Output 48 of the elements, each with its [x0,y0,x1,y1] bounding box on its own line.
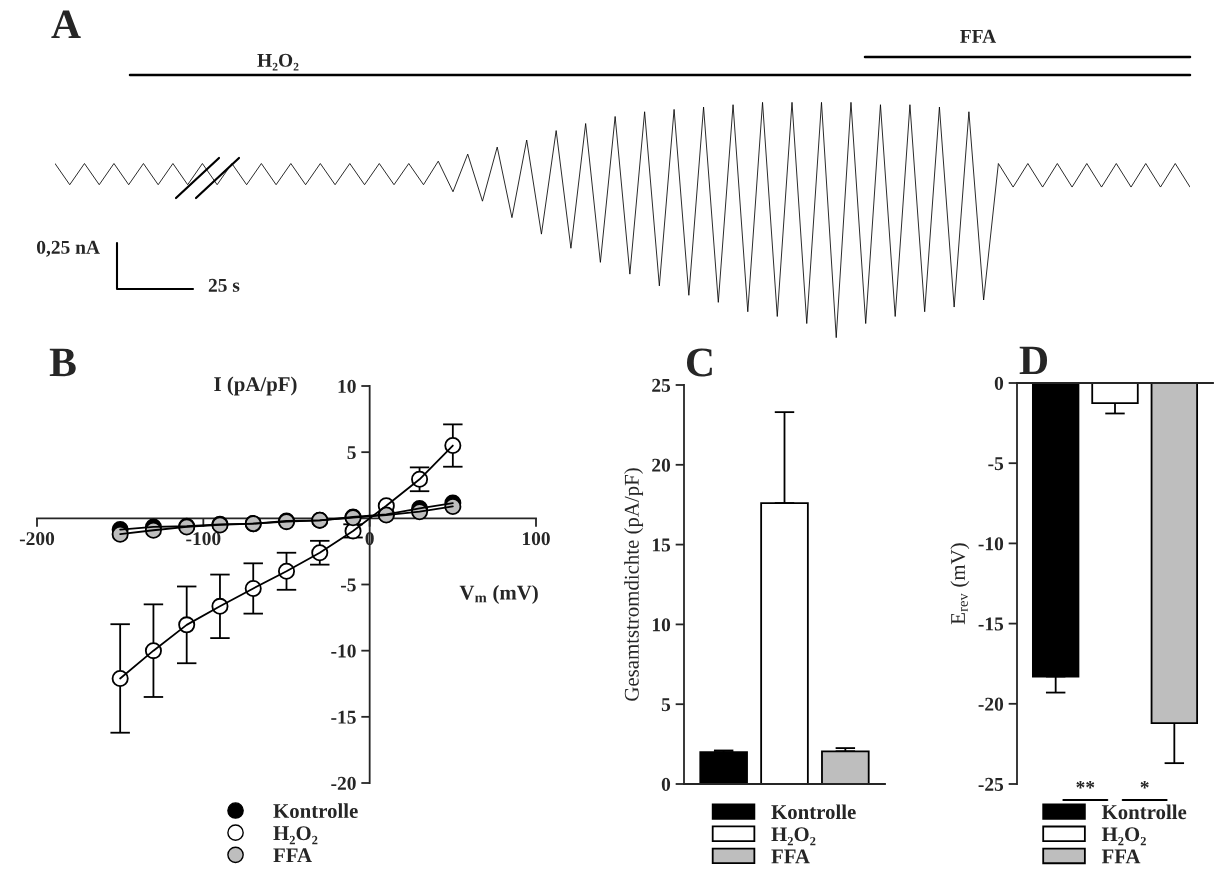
point [444,437,462,455]
chart-title: C [686,348,712,377]
annotation: ** [1076,781,1095,789]
y-tick-label: -10 [331,644,356,658]
chart-title: D [1019,346,1048,375]
legend-label: FFA [273,848,312,863]
y-tick-label: -10 [978,537,1004,551]
legend-label: FFA [1101,849,1141,864]
chart-title: A [51,10,81,39]
annotation: 25 s [208,278,240,292]
y-axis-title: I (pA/pF) [214,376,297,396]
legend-label: Kontrolle [1101,804,1187,820]
y-tick-label: -5 [988,457,1004,471]
y-tick-label: -20 [978,697,1004,711]
bar [821,750,870,784]
annotation: 0,25 nA [37,240,100,257]
y-tick-label: 10 [338,379,356,393]
x-axis-title: V$_{m}$ (mV) [459,585,538,604]
text: H₂O₂ [257,53,299,71]
y-tick-label: 0 [661,777,671,791]
legend-label: Kontrolle [273,803,358,819]
y-tick-label: 15 [652,538,671,552]
y-tick-label: 0 [994,376,1004,390]
y-tick-label: -25 [978,777,1004,791]
y-tick-label: 10 [652,618,671,632]
y-axis-title: E$_{rev}$ (mV) [950,543,970,625]
point [111,669,129,687]
y-tick-label: -15 [331,710,356,724]
x-tick-label: 100 [522,532,550,546]
legend-label: H₂O₂ [1101,827,1146,846]
y-tick-label: 25 [652,378,671,392]
x-tick-label: -100 [186,532,221,546]
y-tick-label: -15 [978,617,1004,631]
legend-label: H₂O₂ [771,827,816,846]
bar [699,751,748,784]
y-tick-label: -5 [340,578,356,592]
y-tick-label: 20 [652,458,671,472]
legend-label: H₂O₂ [273,826,318,845]
y-tick-label: -20 [331,776,356,790]
y-tick-label: 5 [661,698,671,712]
y-axis-title: Gesamtstromdichte (pA/pF) [624,468,644,701]
legend-label: FFA [771,849,810,864]
annotation: * [1140,781,1149,789]
y-tick-label: 5 [347,446,356,460]
text: FFA [960,29,997,43]
legend-label: Kontrolle [771,804,856,820]
chart-title: B [49,348,76,377]
x-tick-label: -200 [19,532,55,546]
